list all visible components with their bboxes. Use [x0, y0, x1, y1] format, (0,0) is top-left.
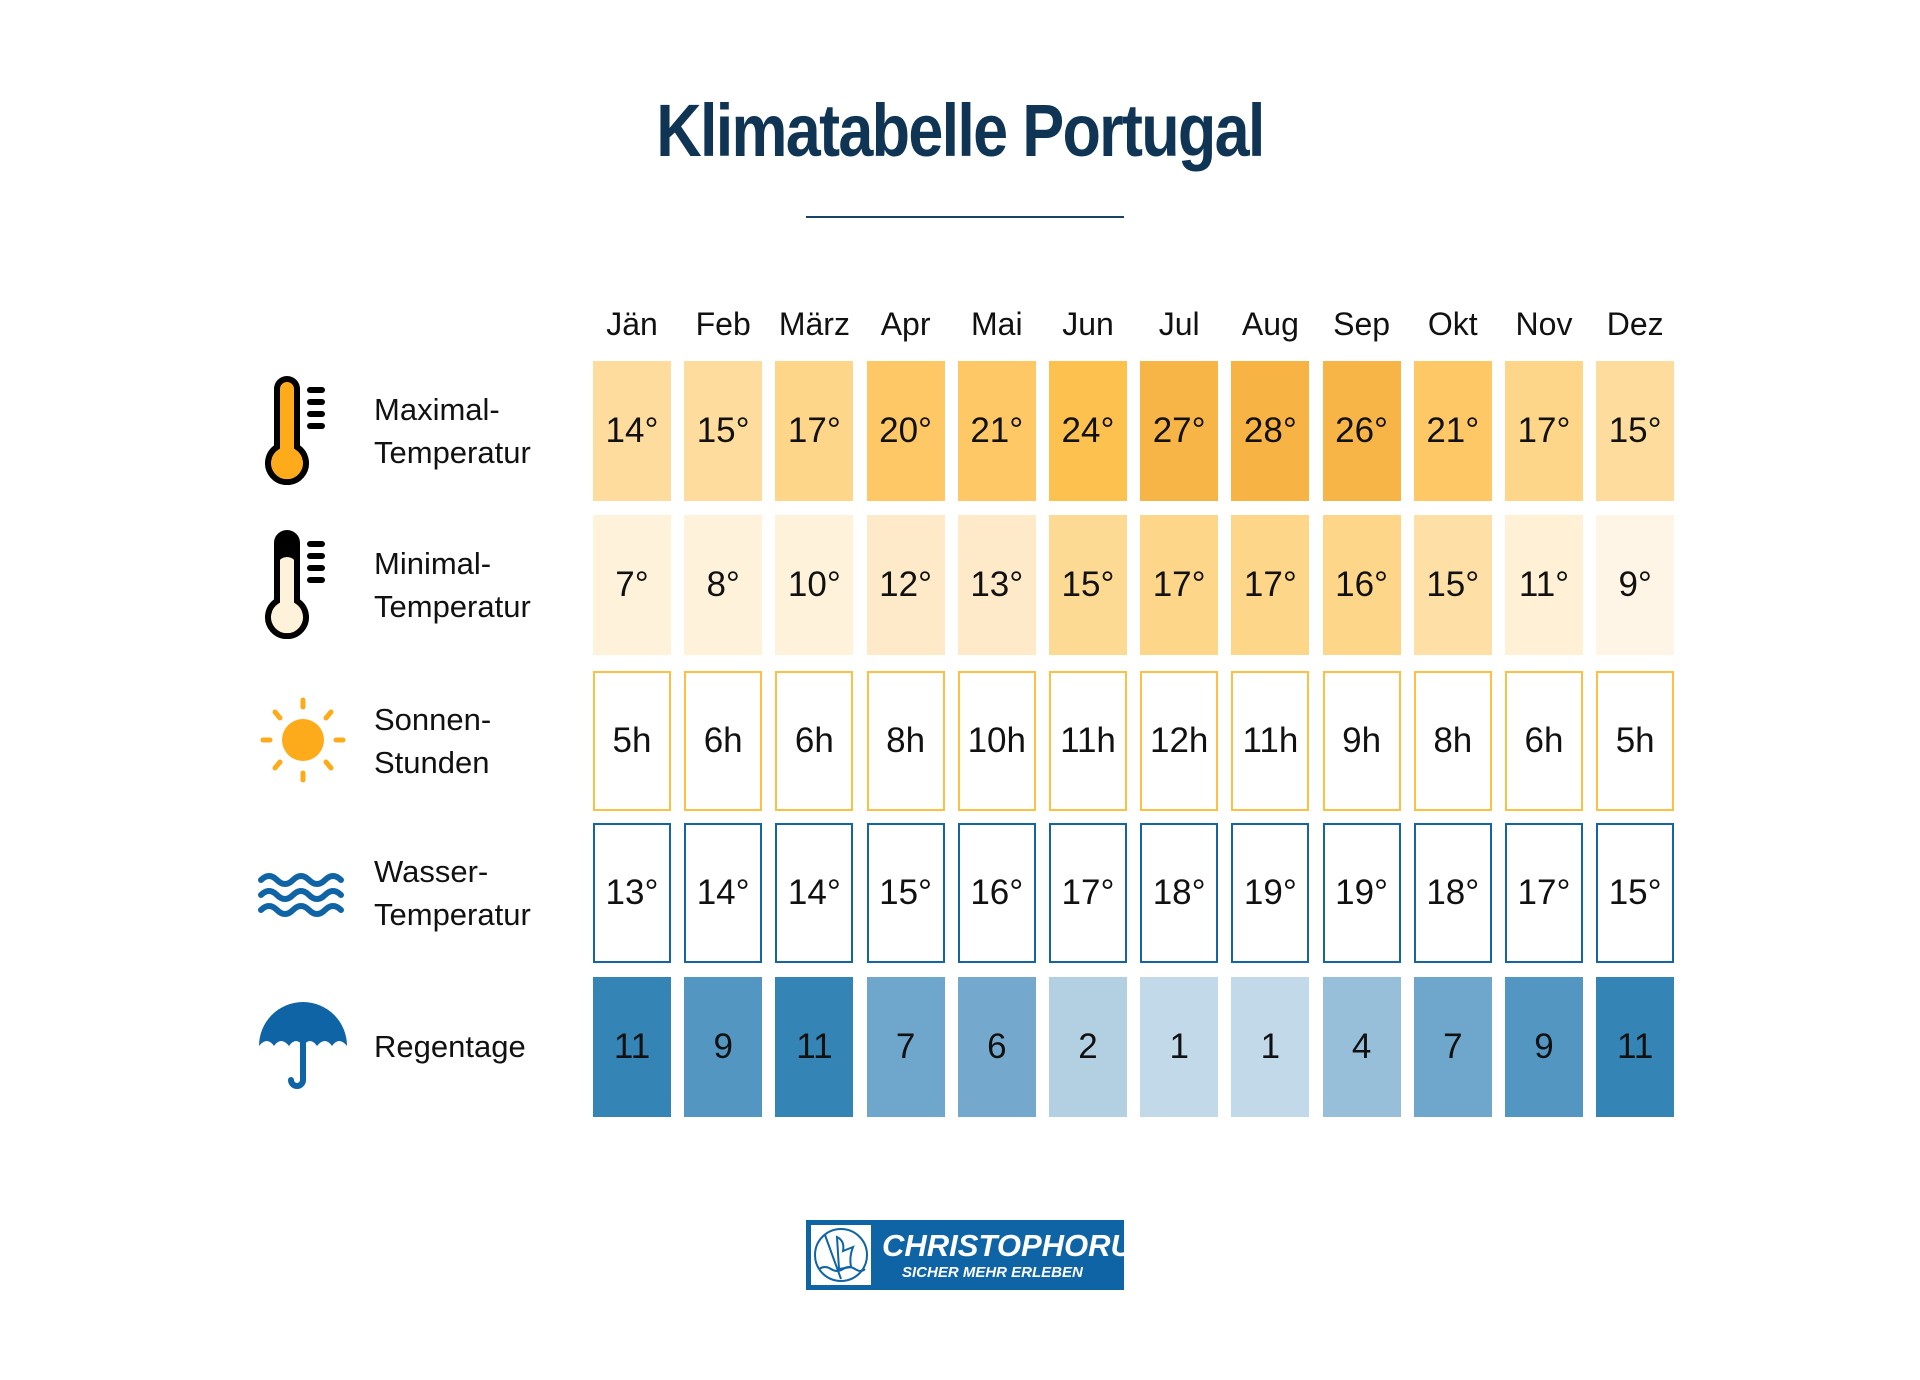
- month-header: Feb: [695, 306, 751, 342]
- table-cell: 4: [1322, 977, 1401, 1117]
- table-cell: 18°: [1413, 823, 1492, 963]
- month-header: Sep: [1333, 306, 1391, 342]
- thermometer-low-icon: [265, 530, 325, 639]
- table-cell: 17°: [1505, 361, 1583, 501]
- month-header: Dez: [1606, 306, 1664, 342]
- christophorus-logo: CHRISTOPHORUS SICHER MEHR ERLEBEN: [806, 1220, 1154, 1290]
- row-label-line: Regentage: [374, 1029, 526, 1064]
- logo-brand: CHRISTOPHORUS: [882, 1228, 1154, 1263]
- row-label-line: Wasser-: [374, 854, 489, 889]
- row-label: Wasser- Temperatur: [374, 850, 531, 936]
- row-label: Minimal- Temperatur: [374, 542, 531, 628]
- table-cell: 19°: [1322, 823, 1401, 963]
- table-cell: 8°: [684, 515, 763, 655]
- table-cell: 15°: [684, 361, 763, 501]
- month-header: Nov: [1515, 306, 1573, 342]
- table-cell: 20°: [866, 361, 945, 501]
- table-cell: 8h: [866, 671, 945, 811]
- table-cell: 11h: [1231, 671, 1310, 811]
- table-cell: 19°: [1231, 823, 1310, 963]
- table-cell: 27°: [1140, 361, 1219, 501]
- row-label: Sonnen- Stunden: [374, 698, 491, 784]
- table-cell: 7: [866, 977, 945, 1117]
- table-cell: 16°: [1322, 515, 1401, 655]
- month-header: Aug: [1241, 306, 1299, 342]
- month-header: März: [778, 306, 850, 342]
- table-cell: 11: [775, 977, 854, 1117]
- table-cell: 11: [593, 977, 671, 1117]
- table-cell: 15°: [1049, 515, 1127, 655]
- table-cell: 11: [1596, 977, 1675, 1117]
- row-label-line: Sonnen-: [374, 702, 492, 737]
- table-cell: 6: [957, 977, 1036, 1117]
- table-cell: 2: [1049, 977, 1127, 1117]
- table-cell: 11h: [1049, 671, 1127, 811]
- table-cell: 15°: [866, 823, 945, 963]
- table-cell: 5h: [593, 671, 671, 811]
- table-cell: 13°: [957, 515, 1036, 655]
- table-cell: 12h: [1140, 671, 1219, 811]
- table-cell: 9h: [1322, 671, 1401, 811]
- row-label-line: Minimal-: [374, 546, 492, 581]
- table-cell: 17°: [775, 361, 854, 501]
- month-header: Jul: [1158, 306, 1200, 342]
- row-label-line: Stunden: [374, 745, 490, 780]
- table-cell: 1: [1231, 977, 1310, 1117]
- row-label: Maximal- Temperatur: [374, 388, 531, 474]
- table-cell: 7: [1413, 977, 1492, 1117]
- table-cell: 17°: [1231, 515, 1310, 655]
- month-header: Apr: [880, 306, 931, 342]
- table-cell: 9°: [1596, 515, 1675, 655]
- row-label-line: Temperatur: [374, 897, 531, 932]
- logo-tagline: SICHER MEHR ERLEBEN: [902, 1264, 1083, 1281]
- table-cell: 6h: [1505, 671, 1583, 811]
- row-label: Regentage: [374, 1025, 526, 1068]
- month-header: Mai: [971, 306, 1023, 342]
- table-cell: 24°: [1049, 361, 1127, 501]
- table-cell: 17°: [1140, 515, 1219, 655]
- table-cell: 9: [684, 977, 763, 1117]
- table-cell: 6h: [775, 671, 854, 811]
- table-cell: 17°: [1505, 823, 1583, 963]
- title-divider: [806, 216, 1124, 218]
- table-cell: 15°: [1596, 823, 1675, 963]
- table-cell: 18°: [1140, 823, 1219, 963]
- table-cell: 10h: [957, 671, 1036, 811]
- table-cell: 11°: [1505, 515, 1583, 655]
- table-cell: 7°: [593, 515, 671, 655]
- table-cell: 17°: [1049, 823, 1127, 963]
- month-header: Okt: [1427, 306, 1478, 342]
- table-cell: 13°: [593, 823, 671, 963]
- table-cell: 5h: [1596, 671, 1675, 811]
- umbrella-icon: [259, 1002, 347, 1089]
- table-cell: 26°: [1322, 361, 1401, 501]
- table-cell: 8h: [1413, 671, 1492, 811]
- thermometer-high-icon: [265, 376, 325, 485]
- table-cell: 14°: [593, 361, 671, 501]
- table-cell: 16°: [957, 823, 1036, 963]
- table-cell: 6h: [684, 671, 763, 811]
- sun-icon: [260, 697, 346, 783]
- table-cell: 21°: [957, 361, 1036, 501]
- row-label-line: Temperatur: [374, 589, 531, 624]
- table-cell: 1: [1140, 977, 1219, 1117]
- saint-christopher-emblem-icon: [811, 1225, 871, 1285]
- table-cell: 14°: [684, 823, 763, 963]
- table-cell: 12°: [866, 515, 945, 655]
- page-title: Klimatabelle Portugal: [656, 89, 1265, 172]
- table-cell: 15°: [1596, 361, 1675, 501]
- month-header: Jän: [606, 306, 658, 342]
- table-cell: 9: [1505, 977, 1583, 1117]
- month-header: Jun: [1062, 306, 1114, 342]
- waves-icon: [258, 873, 344, 917]
- row-label-line: Maximal-: [374, 392, 500, 427]
- row-label-line: Temperatur: [374, 435, 531, 470]
- table-cell: 15°: [1413, 515, 1492, 655]
- table-cell: 28°: [1231, 361, 1310, 501]
- table-cell: 10°: [775, 515, 854, 655]
- table-cell: 21°: [1413, 361, 1492, 501]
- table-cell: 14°: [775, 823, 854, 963]
